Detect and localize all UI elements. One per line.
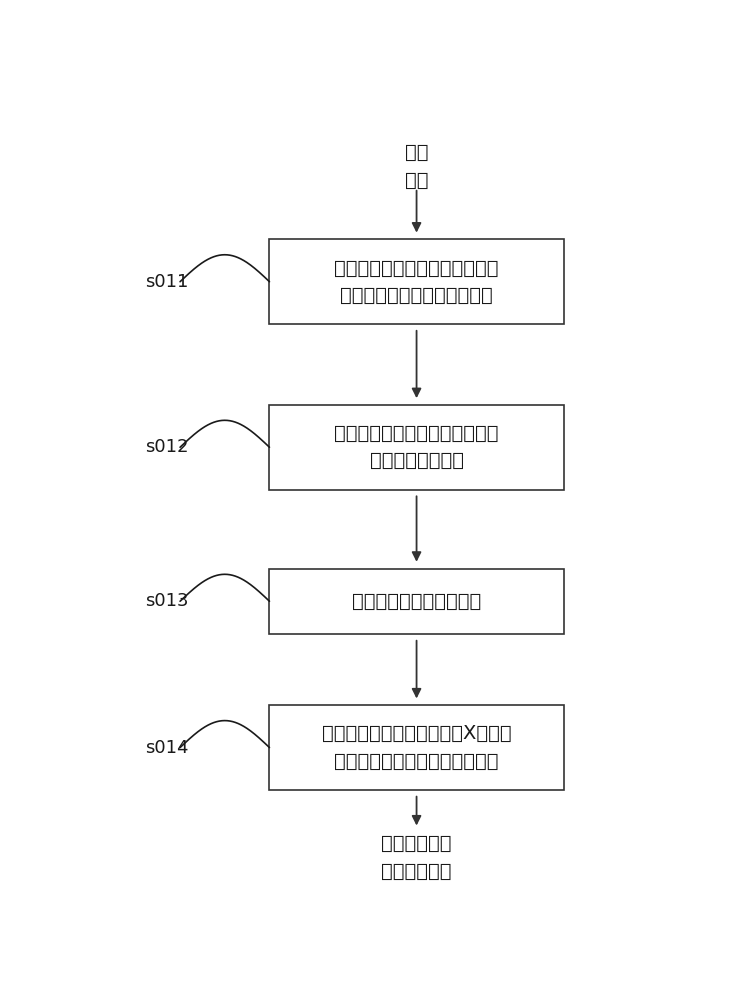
Text: 中值滤波：平滑脉冲噪声: 中值滤波：平滑脉冲噪声 [352, 592, 481, 611]
Text: s012: s012 [145, 438, 188, 456]
Text: 图像灰度归一化：减弱不同X射线强
度或方向对后续图像处理的影响: 图像灰度归一化：减弱不同X射线强 度或方向对后续图像处理的影响 [322, 724, 512, 771]
Text: s014: s014 [145, 739, 188, 757]
Text: s011: s011 [145, 273, 188, 291]
Text: s013: s013 [145, 592, 188, 610]
Text: 预处理完成，
进入图像分解: 预处理完成， 进入图像分解 [381, 834, 452, 881]
Text: 原始
图像: 原始 图像 [405, 143, 429, 190]
FancyBboxPatch shape [269, 405, 564, 490]
Text: 数据类型转换：将探测设备输出
的位图数据转换为双精度数据: 数据类型转换：将探测设备输出 的位图数据转换为双精度数据 [334, 259, 499, 305]
Text: 对数变换：扩展低灰度值部分、
压缩高灰度值部分: 对数变换：扩展低灰度值部分、 压缩高灰度值部分 [334, 424, 499, 470]
FancyBboxPatch shape [269, 239, 564, 324]
FancyBboxPatch shape [269, 569, 564, 634]
FancyBboxPatch shape [269, 705, 564, 790]
